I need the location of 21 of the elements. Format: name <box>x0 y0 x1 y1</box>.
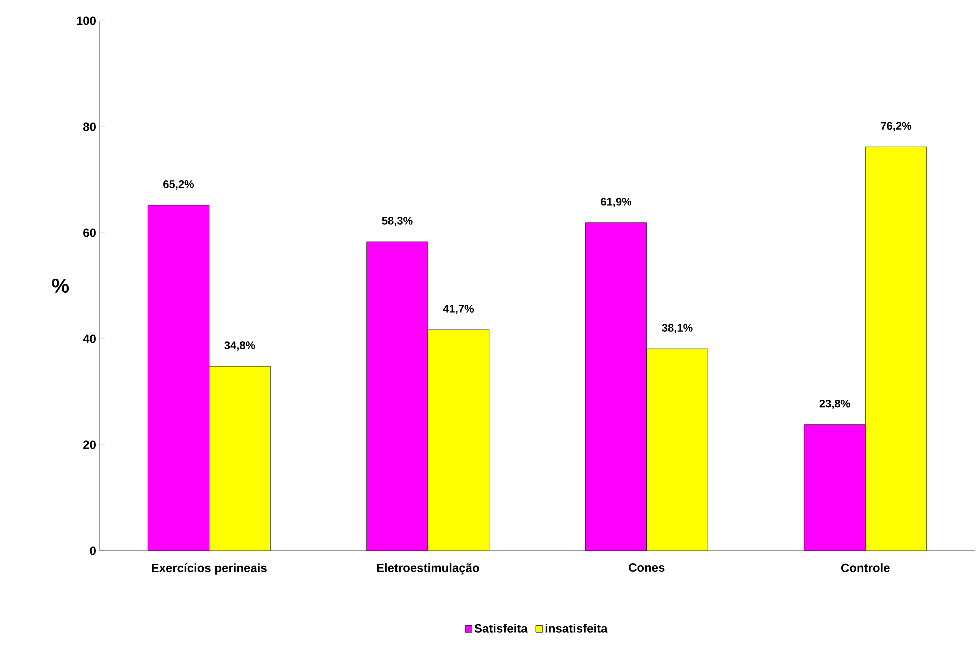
y-tick-label: 40 <box>83 334 96 344</box>
data-label: 76,2% <box>881 122 912 132</box>
data-label: 23,8% <box>820 400 850 410</box>
y-tick-label: 20 <box>84 440 96 450</box>
x-tick-label: Eletroestimulação <box>377 564 480 575</box>
data-label: 34,8% <box>224 342 256 352</box>
y-tick-label: 60 <box>84 228 96 238</box>
x-tick-label: Exercícios perineais <box>152 564 267 575</box>
y-tick-label: 80 <box>83 122 96 132</box>
x-tick-label: Controle <box>841 564 890 572</box>
y-tick-label: 100 <box>77 16 96 26</box>
data-label: 58,3% <box>382 217 413 226</box>
data-label: 61,9% <box>601 198 632 208</box>
x-tick-label: Cones <box>629 564 665 572</box>
y-axis-title: % <box>52 278 70 294</box>
legend-label: insatisfeita <box>546 624 608 633</box>
data-label: 65,2% <box>164 180 194 190</box>
legend-label: Satisfeita <box>474 624 528 633</box>
data-label: 41,7% <box>443 305 474 314</box>
data-label: 38,1% <box>662 324 693 334</box>
y-tick-label: 0 <box>90 546 96 556</box>
